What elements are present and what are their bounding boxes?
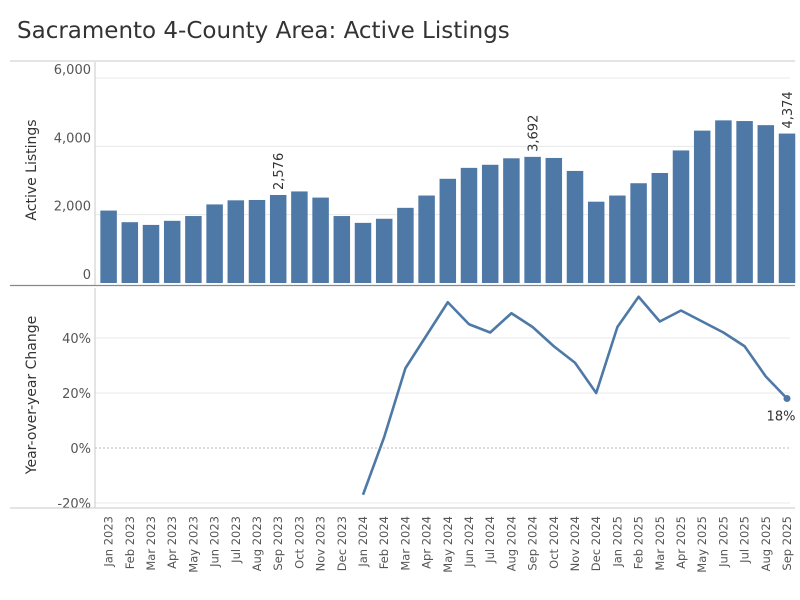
x-tick-label: Jan 2024: [356, 516, 370, 568]
x-tick-label: Mar 2025: [653, 516, 667, 571]
bar: [609, 195, 626, 283]
x-tick-label: Sep 2023: [271, 516, 285, 571]
bar: [291, 191, 308, 283]
bar: [460, 167, 478, 283]
x-tick-label: Jul 2024: [483, 516, 497, 564]
bar: [397, 207, 414, 283]
bar: [269, 194, 287, 283]
x-tick-label: Jun 2024: [462, 516, 476, 568]
bar: [651, 172, 669, 283]
x-tick-label: Aug 2025: [759, 516, 773, 571]
bar-y-tick-label: 0: [83, 268, 91, 283]
x-tick-label: Apr 2025: [674, 516, 688, 569]
bar-data-label: 4,374: [781, 91, 796, 128]
x-tick-label: Oct 2024: [547, 516, 561, 569]
x-tick-label: Mar 2024: [398, 516, 412, 571]
yoy-y-tick-label: -20%: [57, 497, 91, 512]
bar: [248, 199, 266, 283]
bar-y-tick-label: 4,000: [54, 131, 91, 146]
yoy-y-tick-label: 40%: [62, 332, 91, 347]
bar: [163, 220, 181, 283]
x-tick-label: Jun 2023: [208, 516, 222, 568]
yoy-end-label: 18%: [767, 410, 796, 425]
x-tick-label: Jul 2023: [229, 516, 243, 564]
bar: [100, 210, 117, 283]
bar: [693, 130, 711, 283]
chart-title: Sacramento 4-County Area: Active Listing…: [17, 18, 510, 44]
x-tick-label: Jan 2025: [610, 516, 624, 568]
bar: [503, 158, 520, 283]
yoy-y-tick-label: 20%: [62, 387, 91, 402]
bar: [778, 133, 796, 283]
bar: [439, 178, 457, 283]
x-tick-label: Aug 2024: [504, 516, 518, 571]
bar-y-tick-label: 2,000: [54, 200, 91, 215]
bar: [587, 201, 605, 283]
bar: [545, 157, 563, 283]
x-tick-label: Nov 2024: [568, 516, 582, 571]
yoy-line: [361, 295, 788, 496]
x-tick-label: Apr 2023: [165, 516, 179, 569]
yoy-y-axis-label: Year-over-year Change: [24, 316, 40, 475]
bar: [630, 183, 647, 283]
bar: [757, 125, 775, 284]
x-tick-label: Feb 2025: [632, 516, 646, 569]
x-tick-label: May 2024: [441, 516, 455, 573]
bar: [121, 222, 139, 283]
bar: [481, 164, 499, 283]
bar: [185, 216, 202, 283]
x-tick-label: Feb 2024: [377, 516, 391, 569]
x-tick-label: Feb 2023: [123, 516, 137, 569]
x-tick-label: Nov 2023: [314, 516, 328, 571]
x-tick-label: Sep 2025: [780, 516, 794, 571]
yoy-end-point: [783, 395, 791, 402]
x-tick-label: Jun 2025: [716, 516, 730, 568]
x-tick-label: Sep 2024: [526, 516, 540, 571]
bar: [312, 197, 329, 283]
bar: [375, 218, 393, 283]
bar: [418, 195, 435, 283]
bar-data-label: 2,576: [272, 153, 287, 190]
x-tick-label: Jul 2025: [738, 516, 752, 564]
bar-y-tick-label: 6,000: [54, 63, 91, 78]
x-tick-label: Dec 2024: [589, 516, 603, 571]
x-tick-label: May 2023: [186, 516, 200, 573]
bar: [715, 120, 732, 283]
bar: [142, 224, 160, 283]
bar: [354, 222, 372, 283]
bar: [672, 150, 690, 283]
x-tick-label: Apr 2024: [420, 516, 434, 569]
x-tick-label: May 2025: [695, 516, 709, 573]
x-tick-label: Mar 2023: [144, 516, 158, 571]
bar: [524, 156, 541, 283]
bar: [227, 200, 245, 283]
bar: [333, 216, 351, 283]
yoy-y-tick-label: 0%: [70, 442, 91, 457]
bar: [736, 121, 753, 283]
x-tick-label: Jan 2023: [102, 516, 116, 568]
x-tick-label: Aug 2023: [250, 516, 264, 571]
bar-data-label: 3,692: [527, 115, 542, 152]
bar-y-axis-label: Active Listings: [24, 119, 40, 220]
bar: [206, 204, 223, 283]
x-tick-label: Dec 2023: [335, 516, 349, 571]
bar: [566, 170, 584, 283]
x-tick-label: Oct 2023: [292, 516, 306, 569]
